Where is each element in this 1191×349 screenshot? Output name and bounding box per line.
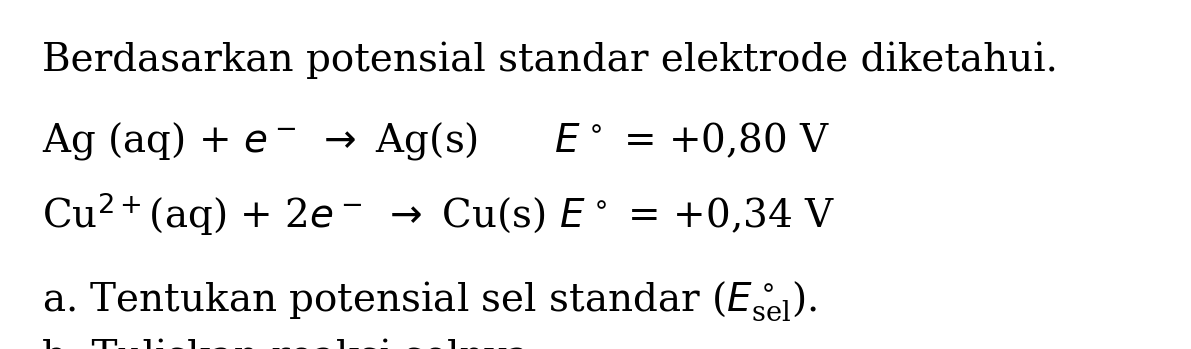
Text: a. Tentukan potensial sel standar ($E^\circ_{\mathregular{sel}}$).: a. Tentukan potensial sel standar ($E^\c…	[42, 279, 817, 323]
Text: b. Tuliskan reaksi selnya.: b. Tuliskan reaksi selnya.	[42, 339, 542, 349]
Text: Berdasarkan potensial standar elektrode diketahui.: Berdasarkan potensial standar elektrode …	[42, 42, 1058, 79]
Text: Ag (aq) + $e^-$ $\rightarrow$ Ag(s)$\quad\quad E^\circ$ = +0,80 V: Ag (aq) + $e^-$ $\rightarrow$ Ag(s)$\qua…	[42, 120, 830, 162]
Text: Cu$^{2+}$(aq) + 2$e^-$ $\rightarrow$ Cu(s) $E^\circ$ = +0,34 V: Cu$^{2+}$(aq) + 2$e^-$ $\rightarrow$ Cu(…	[42, 190, 835, 238]
